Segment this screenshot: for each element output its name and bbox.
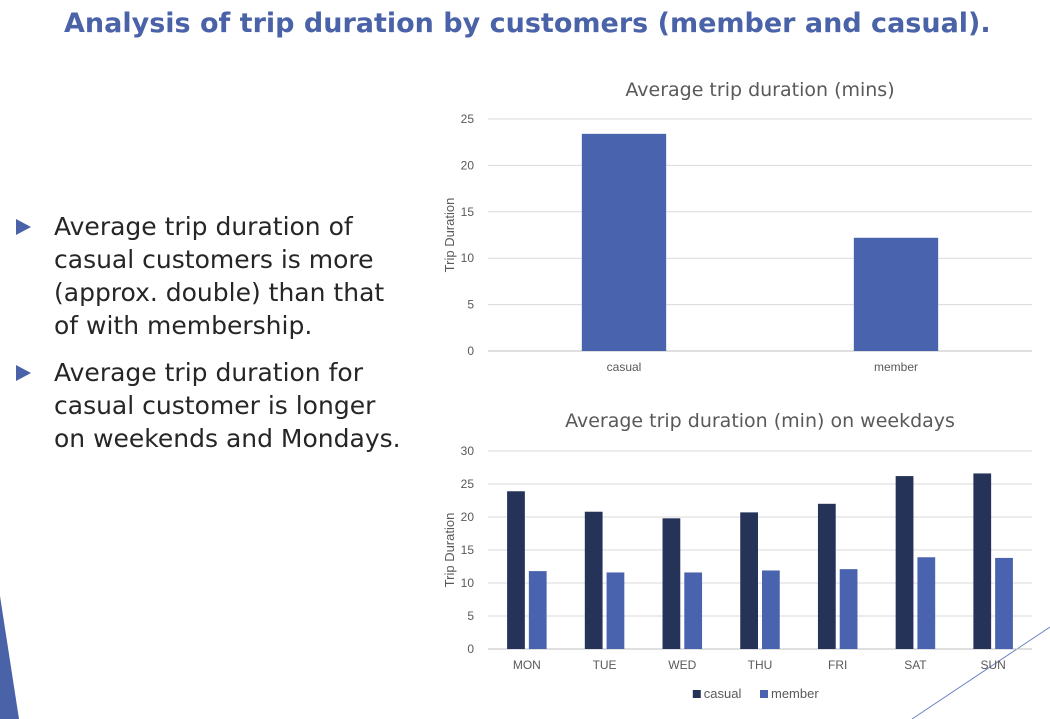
chart-title: Average trip duration (mins) [625,79,894,101]
y-tick-label: 5 [467,298,474,312]
triangle-right-icon [16,365,31,381]
y-axis-title: Trip Duration [442,198,457,273]
y-axis-title: Trip Duration [442,513,457,588]
legend-swatch-casual [692,690,701,698]
x-tick-label: FRI [828,658,847,672]
bar-casual-mon [507,491,525,649]
x-tick-label: TUE [593,658,617,672]
x-tick-label: WED [668,658,696,672]
y-tick-label: 20 [461,158,475,172]
bullet-item: Average trip duration for casual custome… [16,356,406,455]
bar-member-mon [528,571,547,649]
bar-member [853,237,939,351]
bullet-text: Average trip duration of casual customer… [54,212,385,340]
x-tick-label: SUN [980,658,1005,672]
chart-title: Average trip duration (min) on weekdays [565,410,955,432]
x-tick-label: THU [748,658,773,672]
y-tick-label: 10 [461,251,475,265]
bar-member-wed [684,572,703,649]
legend-label-member: member [771,686,819,701]
left-edge-decoration [0,596,19,719]
bar-casual-fri [817,503,836,649]
y-tick-label: 25 [461,477,475,491]
y-tick-label: 0 [467,642,474,656]
legend-swatch-member [760,690,768,698]
x-tick-label: SAT [904,658,927,672]
y-tick-label: 0 [467,344,474,358]
bar-casual-sun [973,473,992,649]
bar-casual-tue [584,511,603,649]
y-tick-label: 10 [461,576,475,590]
bar-member-sun [995,557,1013,649]
bar-member-tue [606,572,625,649]
bullet-list: Average trip duration of casual customer… [16,210,406,469]
weekday-duration-chart: Average trip duration (min) on weekdays 0… [442,410,1032,701]
bar-member-thu [762,570,780,649]
y-tick-label: 20 [461,510,475,524]
x-tick-label: MON [513,658,541,672]
triangle-right-icon [16,219,31,235]
page-title: Analysis of trip duration by customers (… [64,8,991,39]
y-tick-label: 30 [461,444,475,458]
bar-member-sat [917,557,936,649]
y-tick-label: 15 [461,205,475,219]
x-tick-label: casual [607,360,642,374]
y-tick-label: 5 [467,609,474,623]
bullet-text: Average trip duration for casual custome… [54,358,401,453]
bar-casual [581,133,667,351]
y-tick-label: 15 [461,543,475,557]
average-duration-chart: Average trip duration (mins) 0 5 10 15 20 25 Tr… [442,79,1032,374]
x-tick-label: member [874,360,918,374]
bar-casual-sat [895,476,914,649]
bar-casual-wed [662,518,681,649]
y-tick-label: 25 [461,112,475,126]
legend-label-casual: casual [704,686,742,701]
bullet-item: Average trip duration of casual customer… [16,210,406,342]
bar-member-fri [839,569,858,649]
bar-casual-thu [740,512,758,649]
